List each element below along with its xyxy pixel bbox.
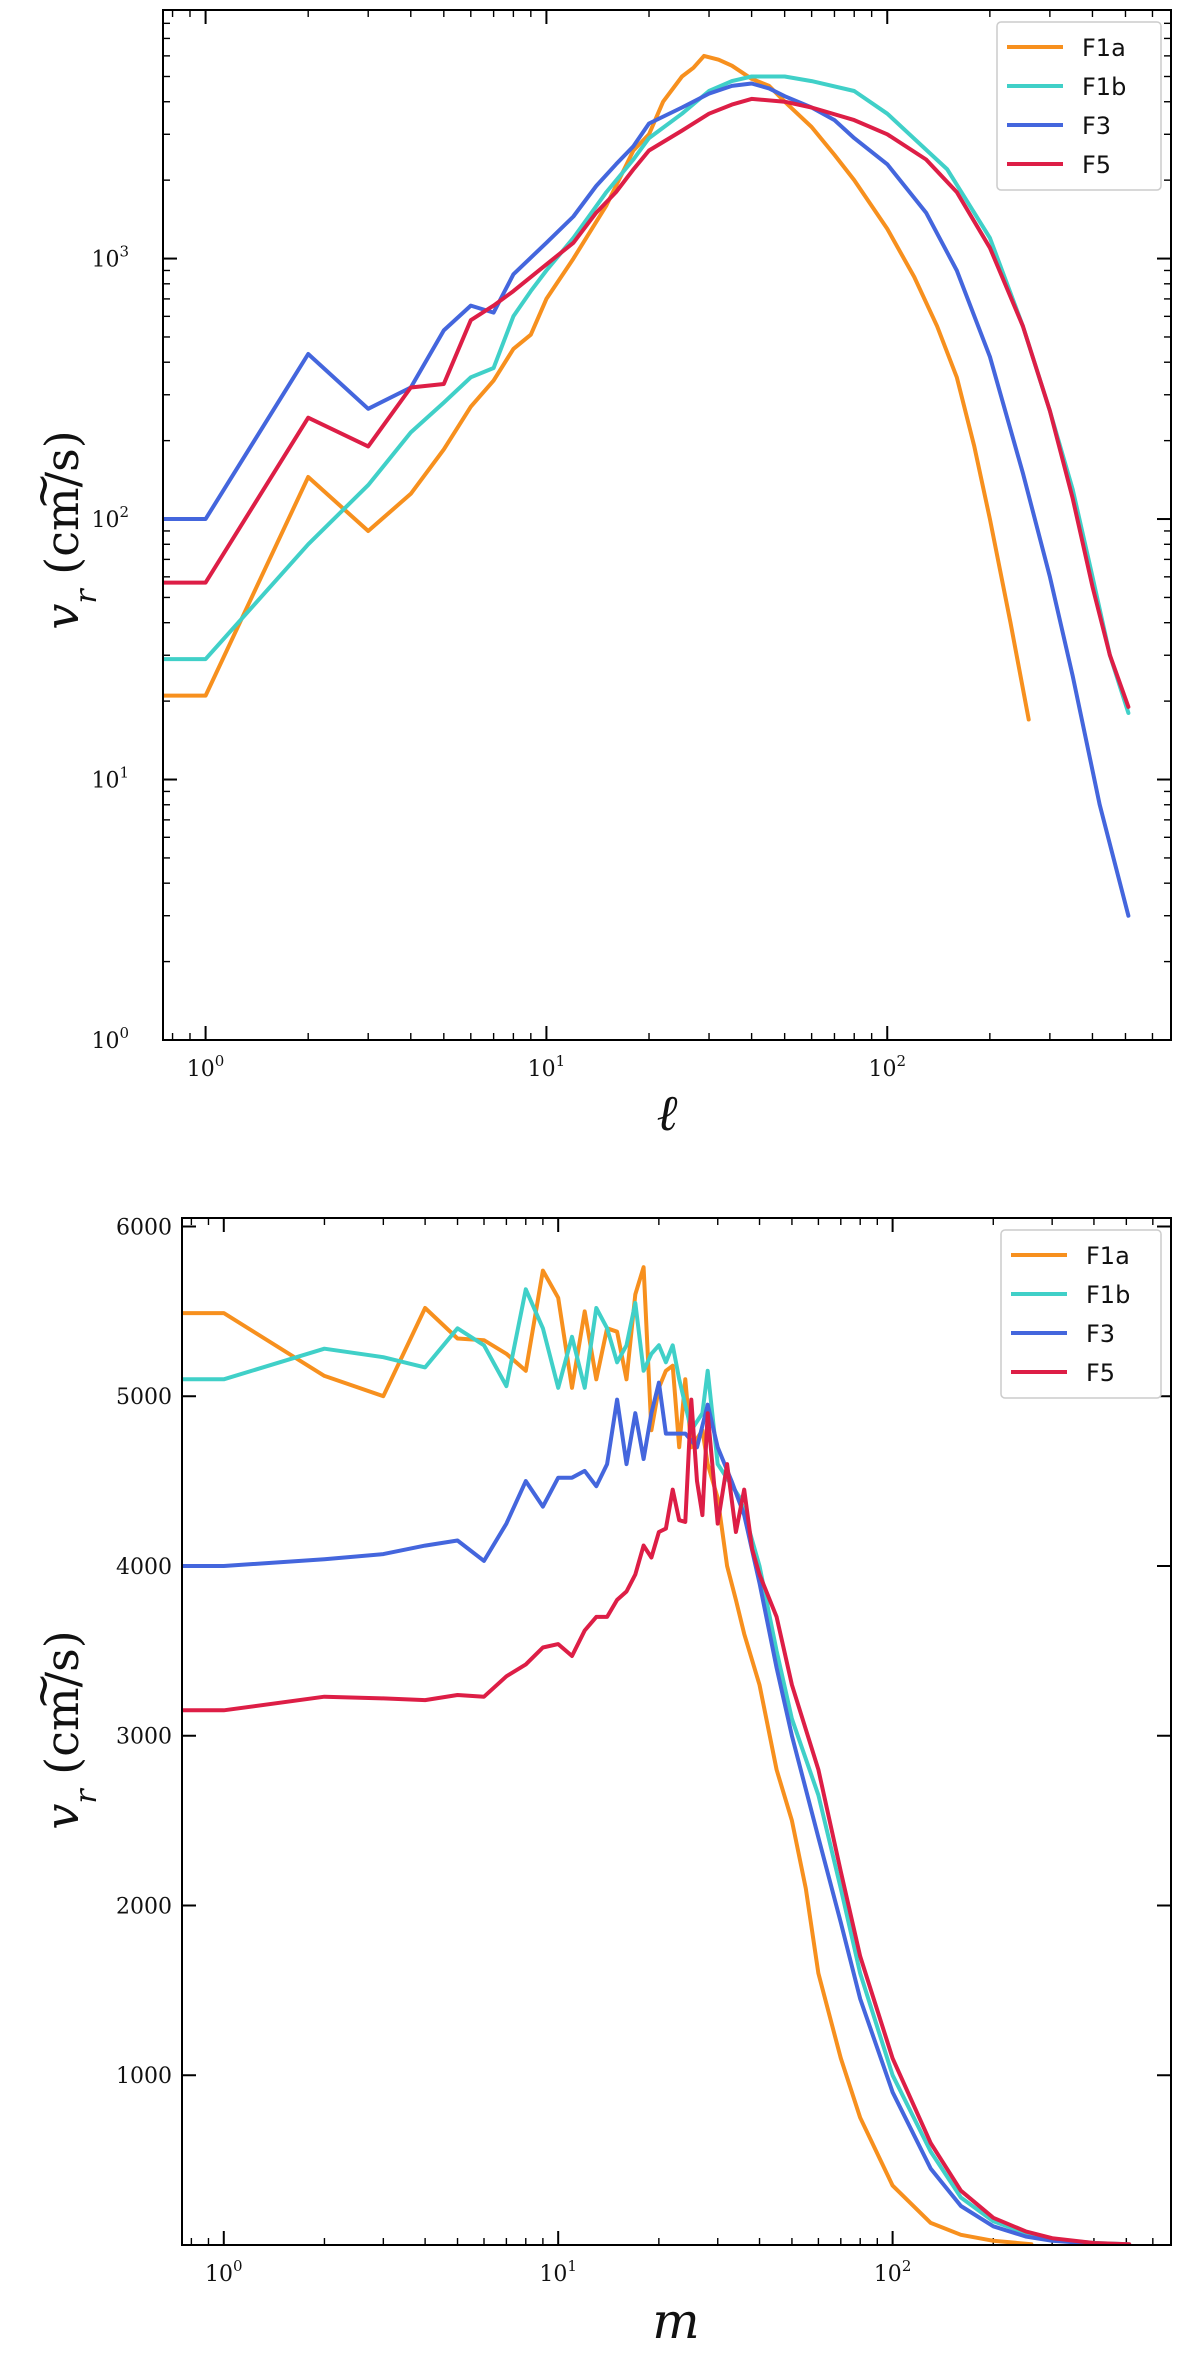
bottom-chart-legend-box (1000, 1229, 1162, 1399)
top-chart-series-f1b (163, 74, 1131, 715)
bottom-chart-legend: F1a F1b F3 F5 (1000, 1229, 1162, 1399)
top-chart-series (163, 53, 1131, 918)
top-chart-y-tick-label: 103 (91, 243, 129, 273)
bottom-chart-y-tick-label: 5000 (116, 1385, 172, 1410)
top-chart-ylabel-unit: (cm/s) (35, 430, 89, 589)
bottom-chart-legend-label-f5: F5 (1086, 1359, 1115, 1387)
top-chart-ylabel-tilde: ~ (15, 472, 69, 511)
bottom-chart-x-tick-label: 101 (539, 2257, 577, 2287)
bottom-chart-tick-labels: 100 101 102 1000 2000 3000 4000 5000 6000 (116, 1215, 911, 2287)
bottom-chart: 100 101 102 1000 2000 3000 4000 5000 6000 vr (cm… (15, 1215, 1172, 2350)
bottom-chart-ticks (182, 1218, 1171, 2245)
top-chart-xlabel: ℓ (657, 1084, 678, 1142)
bottom-chart-legend-label-f3: F3 (1086, 1320, 1115, 1348)
bottom-chart-y-tick-label: 4000 (116, 1555, 172, 1580)
top-chart-x-tick-label: 101 (528, 1052, 566, 1082)
top-chart-tick-labels: 100 101 102 100 101 102 103 (91, 243, 906, 1082)
top-chart-series-f5 (163, 96, 1131, 709)
top-chart-y-tick-label: 101 (91, 764, 129, 794)
bottom-chart-y-tick-label: 3000 (116, 1725, 172, 1750)
bottom-chart-legend-label-f1b: F1b (1086, 1281, 1130, 1309)
bottom-chart-legend-label-f1a: F1a (1086, 1242, 1130, 1270)
bottom-chart-frame (181, 1217, 1172, 2246)
top-chart-legend-label-f5: F5 (1082, 151, 1111, 179)
bottom-chart-y-tick-label: 1000 (116, 2064, 172, 2089)
bottom-chart-ylabel-tilde: ~ (15, 1672, 69, 1711)
top-chart-x-tick-label: 100 (187, 1052, 225, 1082)
bottom-chart-ylabel: vr (cm/s) (35, 1630, 104, 1829)
top-chart-legend: F1a F1b F3 F5 (996, 21, 1162, 191)
bottom-chart-x-tick-label: 100 (205, 2257, 243, 2287)
bottom-chart-x-tick-label: 102 (874, 2257, 912, 2287)
top-chart-y-tick-label: 100 (91, 1024, 129, 1054)
top-chart-series-f3 (163, 81, 1131, 918)
bottom-chart-ylabel-main: v (35, 1804, 89, 1830)
bottom-chart-series-f5 (182, 1397, 1132, 2245)
bottom-chart-xlabel: m (652, 2292, 699, 2350)
bottom-chart-y-tick-label: 2000 (116, 1894, 172, 1919)
top-chart-legend-label-f1b: F1b (1082, 73, 1126, 101)
top-chart-series-f1a (163, 53, 1031, 722)
top-chart-legend-label-f1a: F1a (1082, 34, 1126, 62)
top-chart-y-tick-label: 102 (91, 503, 129, 533)
top-chart-frame (162, 9, 1172, 1041)
top-chart-legend-label-f3: F3 (1082, 112, 1111, 140)
bottom-chart-ylabel-unit: (cm/s) (35, 1630, 89, 1789)
top-chart-ylabel-sub: r (69, 588, 104, 604)
bottom-chart-series-f3 (182, 1380, 1132, 2245)
top-chart-x-tick-label: 102 (868, 1052, 906, 1082)
bottom-chart-series-f1b (182, 1287, 1132, 2245)
bottom-chart-series (182, 1265, 1132, 2245)
top-chart-ylabel: vr (cm/s) (35, 430, 104, 629)
top-chart-legend-box (996, 21, 1162, 191)
top-chart-ylabel-main: v (35, 604, 89, 630)
bottom-chart-y-tick-label: 6000 (116, 1215, 172, 1240)
bottom-chart-ylabel-sub: r (69, 1788, 104, 1804)
